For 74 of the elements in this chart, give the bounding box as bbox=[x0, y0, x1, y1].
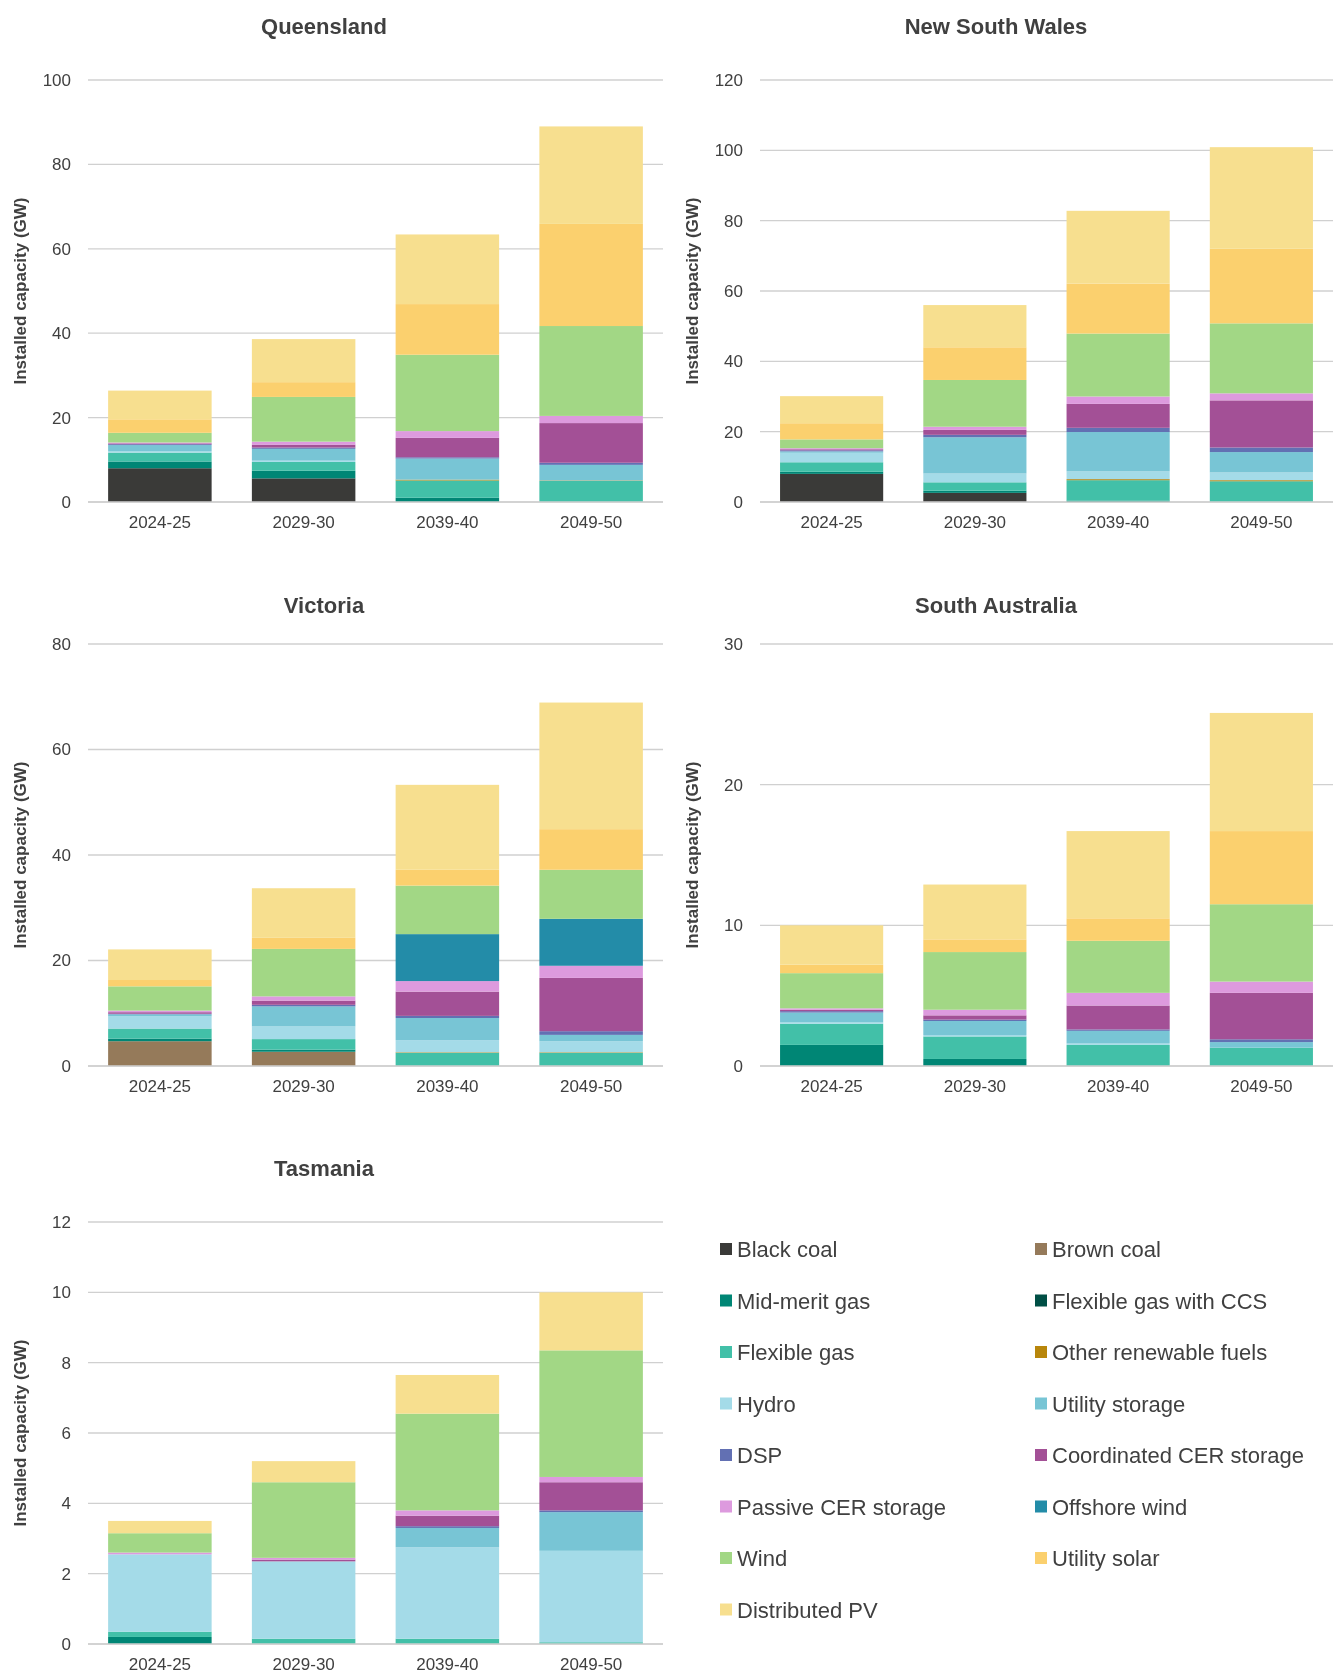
y-tick-label: 60 bbox=[52, 740, 71, 760]
x-tick-label: 2024-25 bbox=[800, 1077, 863, 1096]
x-tick-label: 2039-40 bbox=[416, 1655, 479, 1671]
x-tick-label: 2029-30 bbox=[272, 513, 335, 532]
legend-label: Other renewable fuels bbox=[1052, 1340, 1268, 1365]
y-tick-label: 30 bbox=[724, 634, 743, 654]
legend-label: Flexible gas with CCS bbox=[1052, 1288, 1268, 1314]
y-tick-label: 40 bbox=[52, 324, 71, 344]
x-tick-label: 2049-50 bbox=[559, 1655, 623, 1671]
y-tick-label: 80 bbox=[724, 211, 743, 231]
y-tick-label: 10 bbox=[724, 916, 743, 936]
legend-label: Black coal bbox=[737, 1237, 838, 1262]
legend-label: Hydro bbox=[737, 1391, 796, 1417]
y-tick-label: 0 bbox=[61, 1056, 71, 1076]
legend-label: Mid-merit gas bbox=[737, 1288, 871, 1314]
legend-label: DSP bbox=[737, 1443, 783, 1468]
x-tick-label: 2049-50 bbox=[1230, 513, 1293, 532]
chart-title: Tasmania bbox=[274, 1156, 375, 1181]
y-axis-title: Installed capacity (GW) bbox=[11, 1339, 30, 1527]
y-tick-label: 0 bbox=[733, 1056, 743, 1076]
x-tick-label: 2029-30 bbox=[943, 513, 1007, 532]
y-tick-label: 6 bbox=[61, 1423, 71, 1443]
y-tick-label: 100 bbox=[714, 141, 743, 161]
chart-title: South Australia bbox=[915, 593, 1078, 618]
x-tick-label: 2049-50 bbox=[559, 1077, 623, 1096]
y-tick-label: 60 bbox=[724, 281, 743, 301]
y-tick-label: 10 bbox=[52, 1283, 71, 1303]
y-axis-title: Installed capacity (GW) bbox=[683, 197, 702, 385]
legend-label: Distributed PV bbox=[737, 1597, 878, 1623]
y-tick-label: 0 bbox=[61, 1634, 71, 1654]
x-tick-label: 2039-40 bbox=[416, 1077, 479, 1096]
y-tick-label: 40 bbox=[724, 352, 743, 372]
legend-label: Utility solar bbox=[1052, 1546, 1160, 1571]
legend-label: Utility storage bbox=[1052, 1391, 1186, 1417]
y-tick-label: 120 bbox=[714, 70, 743, 90]
legend-label: Coordinated CER storage bbox=[1052, 1443, 1304, 1468]
y-tick-label: 8 bbox=[61, 1353, 71, 1373]
chart-title: Victoria bbox=[283, 593, 365, 618]
y-tick-label: 0 bbox=[61, 492, 71, 512]
y-tick-label: 4 bbox=[61, 1494, 71, 1514]
y-tick-label: 12 bbox=[52, 1212, 71, 1232]
y-axis-title: Installed capacity (GW) bbox=[683, 761, 702, 949]
y-tick-label: 80 bbox=[52, 634, 71, 654]
legend-label: Wind bbox=[737, 1546, 788, 1571]
x-tick-label: 2039-40 bbox=[1086, 1077, 1150, 1096]
y-tick-label: 0 bbox=[733, 492, 743, 512]
x-tick-label: 2024-25 bbox=[128, 1655, 192, 1671]
y-tick-label: 40 bbox=[52, 845, 71, 865]
x-tick-label: 2039-40 bbox=[416, 513, 479, 532]
x-tick-label: 2049-50 bbox=[559, 513, 623, 532]
y-tick-label: 100 bbox=[42, 70, 71, 90]
y-tick-label: 60 bbox=[52, 239, 71, 259]
legend-label: Passive CER storage bbox=[737, 1494, 947, 1520]
y-tick-label: 20 bbox=[52, 408, 71, 428]
y-tick-label: 20 bbox=[724, 422, 743, 442]
x-tick-label: 2039-40 bbox=[1086, 513, 1150, 532]
y-tick-label: 80 bbox=[52, 155, 71, 175]
chart-title: New South Wales bbox=[904, 14, 1088, 39]
x-tick-label: 2029-30 bbox=[943, 1077, 1007, 1096]
y-tick-label: 20 bbox=[724, 775, 743, 795]
y-axis-title: Installed capacity (GW) bbox=[11, 761, 30, 949]
y-tick-label: 2 bbox=[61, 1564, 71, 1584]
x-tick-label: 2049-50 bbox=[1230, 1077, 1293, 1096]
legend-label: Flexible gas bbox=[737, 1340, 855, 1365]
x-tick-label: 2029-30 bbox=[272, 1077, 335, 1096]
legend-label: Offshore wind bbox=[1052, 1494, 1188, 1520]
x-tick-label: 2024-25 bbox=[800, 513, 863, 532]
x-tick-label: 2024-25 bbox=[128, 513, 192, 532]
x-tick-label: 2024-25 bbox=[128, 1077, 192, 1096]
chart-title: Queensland bbox=[261, 14, 387, 39]
legend-label: Brown coal bbox=[1052, 1237, 1161, 1262]
x-tick-label: 2029-30 bbox=[272, 1655, 335, 1671]
y-tick-label: 20 bbox=[52, 951, 71, 971]
y-axis-title: Installed capacity (GW) bbox=[11, 197, 30, 385]
